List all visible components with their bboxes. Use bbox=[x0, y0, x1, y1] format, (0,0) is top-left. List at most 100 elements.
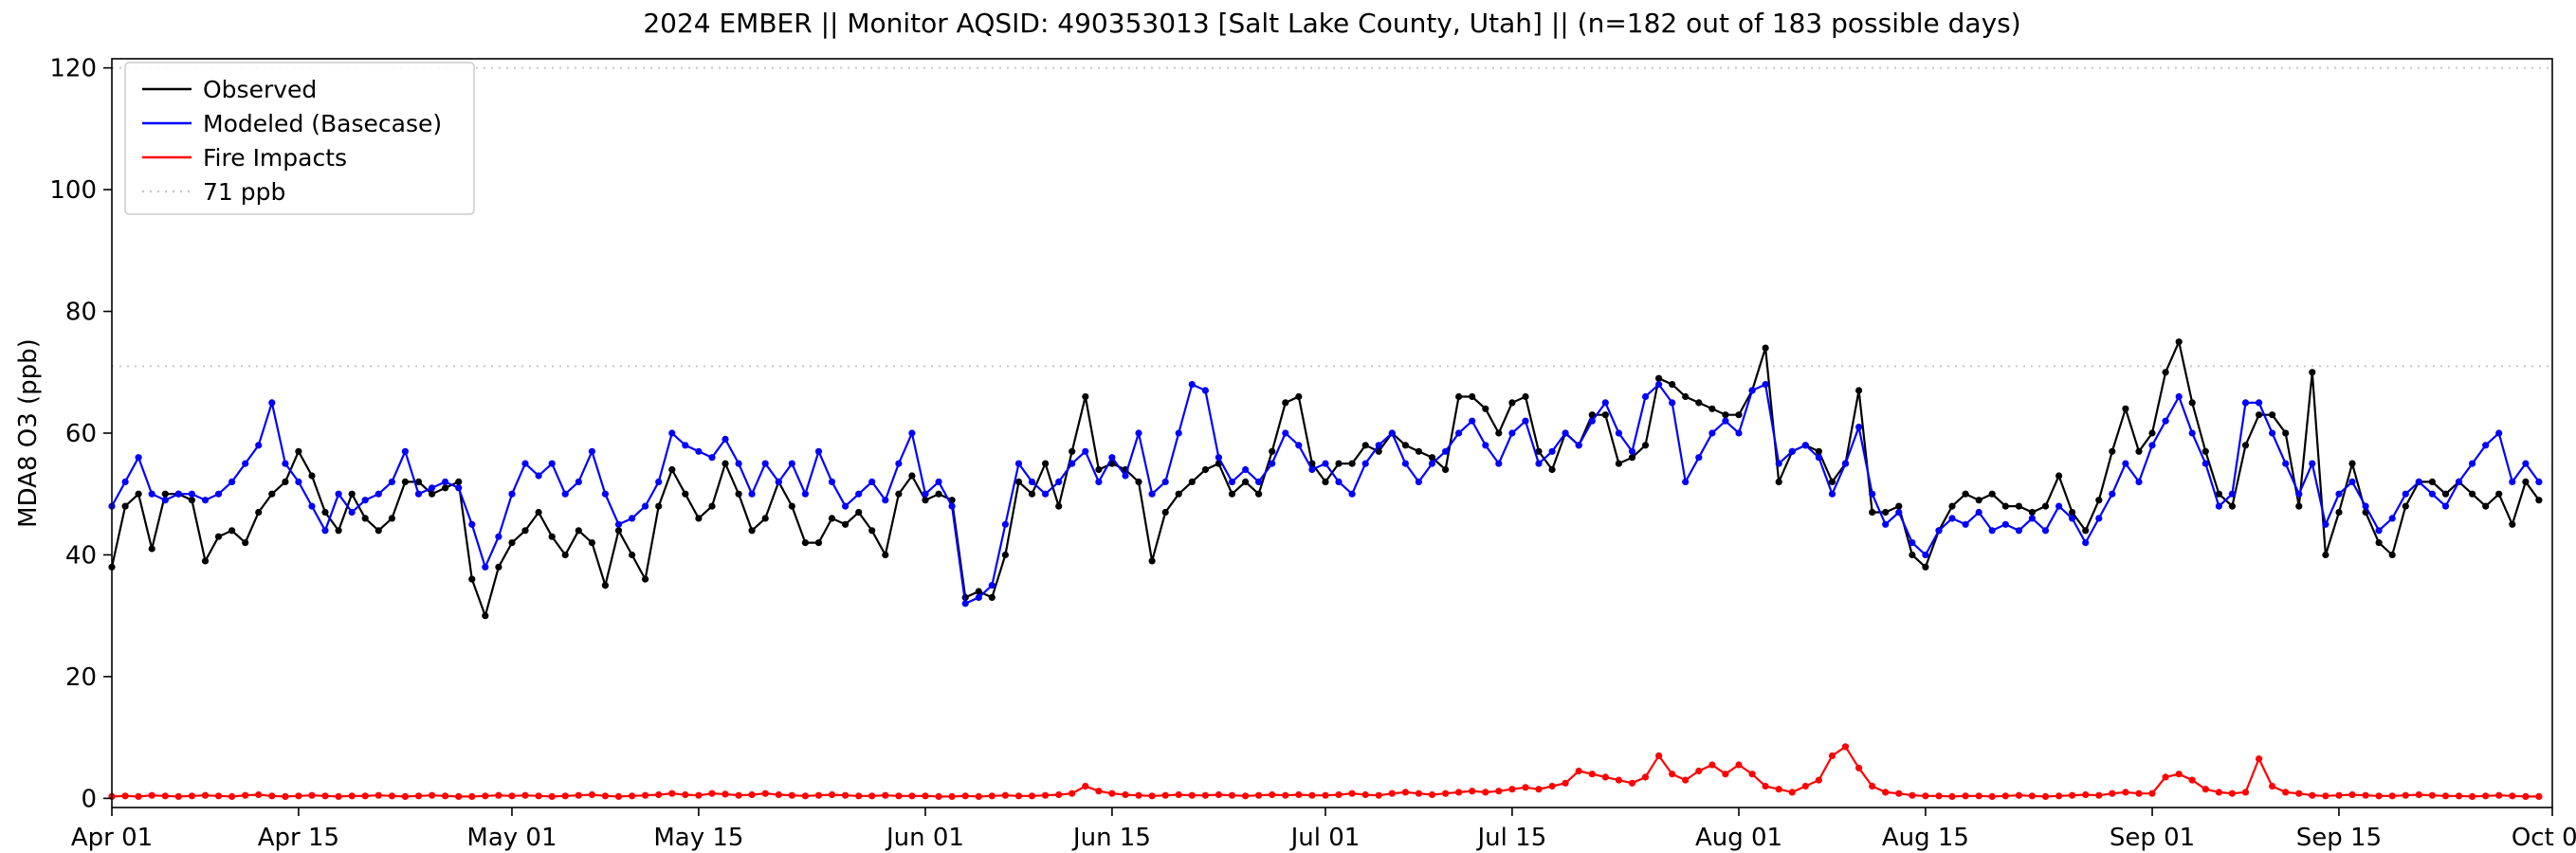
data-point bbox=[2362, 502, 2369, 510]
data-point bbox=[255, 790, 263, 799]
y-tick-label: 120 bbox=[49, 55, 97, 83]
data-point bbox=[2362, 791, 2369, 799]
data-point bbox=[1055, 478, 1063, 485]
data-point bbox=[642, 502, 649, 510]
data-point bbox=[468, 520, 476, 528]
data-point bbox=[1775, 478, 1782, 485]
x-tick-label: Sep 15 bbox=[2296, 824, 2382, 852]
data-point bbox=[1001, 551, 1009, 559]
data-point bbox=[1495, 429, 1503, 437]
data-point bbox=[2441, 490, 2450, 498]
data-point bbox=[1175, 490, 1182, 498]
data-point bbox=[1335, 460, 1343, 467]
data-point bbox=[1641, 392, 1650, 401]
data-point bbox=[2188, 776, 2196, 784]
data-point bbox=[1682, 392, 1690, 401]
data-point bbox=[2028, 792, 2036, 800]
data-point bbox=[255, 508, 263, 517]
data-point bbox=[2001, 502, 2009, 510]
data-point bbox=[1028, 490, 1036, 498]
data-point bbox=[2269, 429, 2276, 437]
data-point bbox=[1935, 527, 1943, 535]
data-point bbox=[1014, 460, 1023, 467]
data-point bbox=[135, 490, 142, 498]
data-point bbox=[1428, 790, 1436, 799]
data-point bbox=[1215, 790, 1222, 799]
data-point bbox=[2001, 520, 2009, 528]
data-point bbox=[1682, 478, 1690, 485]
data-point bbox=[561, 490, 569, 498]
data-point bbox=[1028, 478, 1036, 485]
data-point bbox=[695, 447, 703, 455]
data-point bbox=[548, 533, 556, 540]
data-point bbox=[1322, 791, 1329, 799]
data-point bbox=[1882, 520, 1890, 528]
data-point bbox=[508, 490, 516, 498]
data-point bbox=[1588, 771, 1596, 778]
data-point bbox=[1042, 460, 1050, 467]
data-point bbox=[1361, 790, 1369, 799]
data-point bbox=[2428, 478, 2436, 485]
data-point bbox=[2082, 527, 2090, 535]
data-point bbox=[655, 478, 663, 485]
data-point bbox=[2295, 490, 2303, 498]
data-point bbox=[2215, 502, 2222, 510]
data-point bbox=[2148, 442, 2156, 449]
data-point bbox=[1762, 344, 1769, 352]
data-point bbox=[1255, 478, 1263, 485]
data-point bbox=[682, 490, 689, 498]
data-point bbox=[828, 478, 836, 485]
data-point bbox=[908, 792, 916, 800]
data-point bbox=[1095, 788, 1103, 795]
data-point bbox=[1828, 752, 1836, 760]
data-point bbox=[961, 792, 969, 800]
data-point bbox=[895, 490, 903, 498]
data-point bbox=[1188, 791, 1196, 799]
data-point bbox=[988, 593, 996, 602]
x-tick-label: Apr 01 bbox=[71, 824, 153, 852]
data-point bbox=[1082, 447, 1089, 455]
data-point bbox=[295, 447, 302, 455]
data-point bbox=[2109, 490, 2116, 498]
data-point bbox=[1401, 460, 1409, 467]
data-point bbox=[1295, 790, 1303, 799]
data-point bbox=[429, 791, 436, 799]
data-point bbox=[2256, 399, 2263, 407]
data-point bbox=[1962, 490, 1969, 498]
data-point bbox=[2015, 791, 2022, 799]
data-point bbox=[442, 484, 449, 492]
data-point bbox=[575, 478, 582, 485]
data-point bbox=[1762, 381, 1769, 389]
data-point bbox=[1148, 490, 1156, 498]
data-point bbox=[1975, 508, 1982, 517]
data-point bbox=[429, 490, 436, 498]
data-point bbox=[375, 527, 382, 535]
data-point bbox=[2309, 791, 2316, 799]
data-point bbox=[548, 460, 556, 467]
data-point bbox=[1175, 790, 1182, 799]
data-point bbox=[1869, 490, 1876, 498]
data-point bbox=[575, 791, 582, 799]
data-point bbox=[2469, 490, 2476, 498]
data-point bbox=[1922, 563, 1929, 571]
data-point bbox=[868, 478, 876, 485]
data-point bbox=[1401, 442, 1409, 449]
data-point bbox=[1442, 789, 1450, 797]
data-point bbox=[1535, 786, 1543, 793]
data-point bbox=[401, 447, 409, 455]
data-point bbox=[495, 791, 502, 799]
data-point bbox=[2455, 792, 2463, 800]
data-point bbox=[2509, 520, 2516, 528]
data-point bbox=[1042, 791, 1050, 799]
data-point bbox=[1641, 442, 1650, 449]
data-point bbox=[548, 792, 556, 801]
data-point bbox=[1948, 515, 1956, 522]
data-point bbox=[2495, 791, 2503, 799]
data-point bbox=[1562, 779, 1569, 787]
data-point bbox=[1348, 490, 1356, 498]
data-point bbox=[2402, 502, 2409, 510]
data-point bbox=[2069, 515, 2076, 522]
data-point bbox=[188, 490, 195, 498]
data-point bbox=[1201, 387, 1209, 394]
